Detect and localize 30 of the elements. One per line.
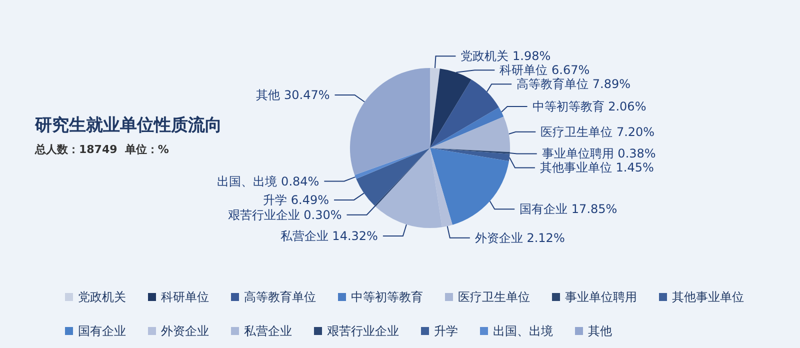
legend-label: 艰苦行业企业 [327, 324, 399, 338]
text: 总人数：18749 单位：% [34, 143, 169, 156]
legend-label: 其他 [588, 324, 612, 338]
category-label: 艰苦行业企业 0.30% [228, 208, 342, 222]
legend-label: 升学 [434, 324, 458, 338]
category-label: 党政机关 1.98% [460, 49, 551, 64]
legend-label: 党政机关 [78, 290, 126, 304]
category-label: 私营企业 14.32% [280, 228, 378, 243]
legend-label: 医疗卫生单位 [458, 290, 530, 304]
category-label: 医疗卫生单位 7.20% [540, 124, 655, 139]
category-label: 国有企业 17.85% [520, 202, 618, 216]
category-label: 升学 6.49% [263, 192, 330, 207]
category-label: 中等初等教育 2.06% [532, 100, 646, 114]
category-label: 出国、出境 0.84% [217, 174, 320, 188]
legend-label: 私营企业 [244, 324, 292, 338]
legend-label: 高等教育单位 [244, 290, 316, 304]
category-label: 事业单位聘用 0.38% [542, 146, 656, 161]
legend-label: 中等初等教育 [351, 290, 423, 304]
legend-label: 出国、出境 [493, 324, 553, 338]
text: 研究生就业单位性质流向 [34, 116, 222, 136]
category-label: 高等教育单位 7.89% [516, 77, 631, 92]
legend-label: 科研单位 [161, 290, 209, 304]
legend-label: 其他事业单位 [672, 290, 744, 304]
category-label: 外资企业 2.12% [474, 230, 565, 245]
category-label: 其他 30.47% [256, 88, 330, 102]
legend-label: 外资企业 [161, 324, 209, 338]
legend-label: 国有企业 [78, 324, 126, 338]
category-label: 其他事业单位 1.45% [540, 160, 654, 175]
category-label: 科研单位 6.67% [500, 63, 590, 78]
legend-label: 事业单位聘用 [565, 290, 637, 304]
